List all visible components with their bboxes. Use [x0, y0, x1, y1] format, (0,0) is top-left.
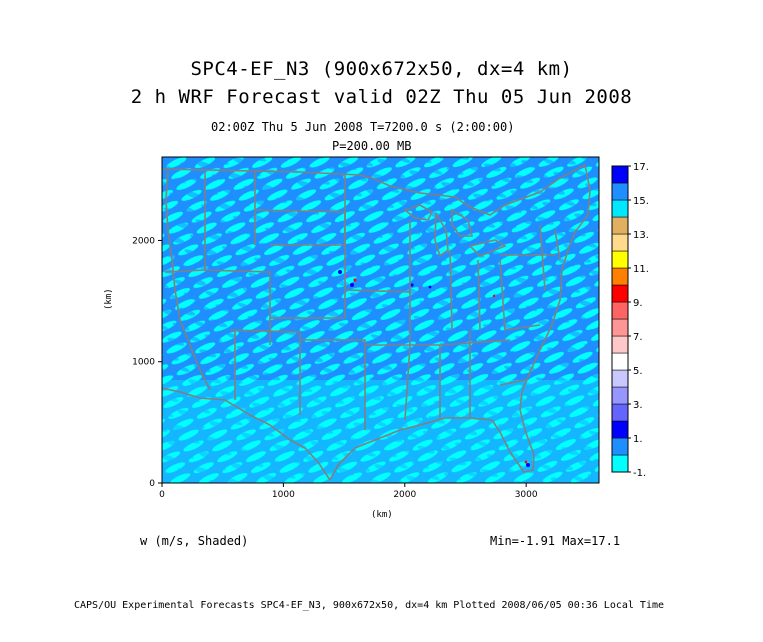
colorbar-swatch	[611, 182, 629, 201]
y-axis-unit: (km)	[104, 288, 114, 310]
x-tick-label: 1000	[272, 490, 295, 500]
colorbar-swatch	[611, 437, 629, 456]
colorbar-label: 1.	[633, 434, 643, 445]
variable-label: w (m/s, Shaded)	[140, 534, 249, 548]
axis-ticks: 0 1000 2000 3000 0 1000 2000	[132, 236, 538, 500]
colorbar-swatch	[611, 165, 629, 184]
plot-frame	[161, 156, 600, 484]
y-tick-label: 0	[149, 479, 155, 489]
colorbar-swatch	[611, 250, 629, 269]
colorbar-swatch	[611, 420, 629, 439]
colorbar-swatch	[611, 369, 629, 388]
colorbar-swatch	[611, 318, 629, 337]
colorbar-swatch	[611, 284, 629, 303]
footer-credit: CAPS/OU Experimental Forecasts SPC4-EF_N…	[74, 600, 665, 611]
colorbar-swatch	[611, 352, 629, 371]
colorbar-swatch	[611, 199, 629, 218]
colorbar: -1. 1. 3. 5. 7. 9. 11. 13. 15. 17.	[611, 162, 649, 479]
geographic-boundaries	[162, 164, 591, 481]
colorbar-swatch	[611, 267, 629, 286]
colorbar-swatch	[611, 403, 629, 422]
colorbar-label: 11.	[633, 264, 649, 275]
colorbar-swatch	[611, 233, 629, 252]
colorbar-swatch	[611, 301, 629, 320]
colorbar-label: 9.	[633, 298, 643, 309]
colorbar-swatch	[611, 454, 629, 473]
plot-title-line1: SPC4-EF_N3 (900x672x50, dx=4 km)	[190, 58, 573, 80]
colorbar-label: 7.	[633, 332, 643, 343]
pressure-level-label: P=200.00 MB	[332, 139, 412, 153]
colorbar-swatch	[611, 335, 629, 354]
x-tick-label: 2000	[393, 490, 416, 500]
convective-cells	[338, 270, 530, 467]
colorbar-label: -1.	[633, 468, 646, 479]
colorbar-frame	[611, 165, 629, 473]
min-max-label: Min=-1.91 Max=17.1	[490, 534, 621, 548]
x-axis-unit: (km)	[371, 510, 393, 520]
y-tick-label: 1000	[132, 358, 155, 368]
colorbar-label: 15.	[633, 196, 649, 207]
x-tick-label: 0	[159, 490, 165, 500]
colorbar-label: 5.	[633, 366, 643, 377]
valid-time-label: 02:00Z Thu 5 Jun 2008 T=7200.0 s (2:00:0…	[211, 120, 515, 134]
colorbar-swatch	[611, 216, 629, 235]
y-tick-label: 2000	[132, 236, 155, 246]
colorbar-swatch	[611, 386, 629, 405]
w-field-shading	[162, 157, 599, 483]
colorbar-label: 3.	[633, 400, 643, 411]
plot-title-line2: 2 h WRF Forecast valid 02Z Thu 05 Jun 20…	[130, 86, 633, 108]
colorbar-label: 13.	[633, 230, 649, 241]
colorbar-label: 17.	[633, 162, 649, 173]
x-tick-label: 3000	[515, 490, 538, 500]
